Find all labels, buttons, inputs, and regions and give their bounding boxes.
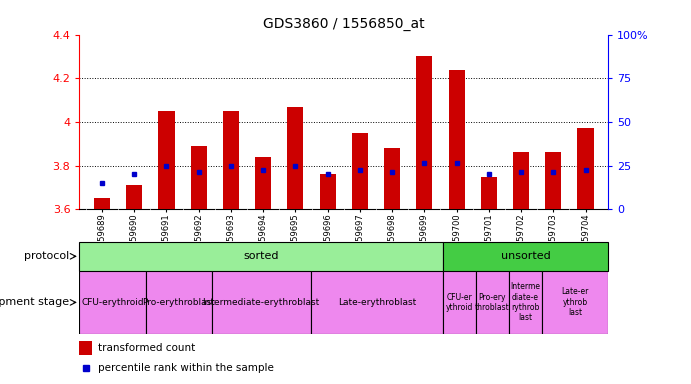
Bar: [443, 271, 476, 334]
Text: Late-er
ythrob
last: Late-er ythrob last: [561, 288, 589, 317]
Text: Pro-erythroblast: Pro-erythroblast: [142, 298, 215, 307]
Bar: [578, 129, 594, 209]
Bar: [481, 177, 497, 209]
Bar: [94, 199, 110, 209]
Bar: [320, 174, 336, 209]
Bar: [352, 133, 368, 209]
Bar: [191, 146, 207, 209]
Bar: [311, 271, 443, 334]
Bar: [542, 271, 608, 334]
Bar: [79, 341, 91, 355]
Title: GDS3860 / 1556850_at: GDS3860 / 1556850_at: [263, 17, 424, 31]
Text: development stage: development stage: [0, 297, 70, 308]
Bar: [223, 111, 239, 209]
Bar: [158, 111, 175, 209]
Bar: [513, 152, 529, 209]
Bar: [146, 271, 211, 334]
Bar: [476, 271, 509, 334]
Text: unsorted: unsorted: [500, 251, 550, 262]
Bar: [384, 148, 400, 209]
Bar: [255, 157, 272, 209]
Bar: [509, 271, 542, 334]
Bar: [79, 271, 146, 334]
Bar: [211, 271, 311, 334]
Text: sorted: sorted: [243, 251, 279, 262]
Text: Interme
diate-e
rythrob
last: Interme diate-e rythrob last: [511, 282, 540, 323]
Text: Pro-ery
throblast: Pro-ery throblast: [475, 293, 510, 312]
Text: CFU-erythroid: CFU-erythroid: [81, 298, 144, 307]
Bar: [443, 242, 608, 271]
Bar: [287, 107, 303, 209]
Bar: [448, 70, 464, 209]
Bar: [416, 56, 433, 209]
Text: percentile rank within the sample: percentile rank within the sample: [98, 363, 274, 373]
Text: Late-erythroblast: Late-erythroblast: [338, 298, 416, 307]
Bar: [545, 152, 561, 209]
Text: transformed count: transformed count: [98, 343, 196, 353]
Text: CFU-er
ythroid: CFU-er ythroid: [446, 293, 473, 312]
Bar: [79, 242, 443, 271]
Text: Intermediate-erythroblast: Intermediate-erythroblast: [202, 298, 320, 307]
Bar: [126, 185, 142, 209]
Text: protocol: protocol: [24, 251, 70, 262]
